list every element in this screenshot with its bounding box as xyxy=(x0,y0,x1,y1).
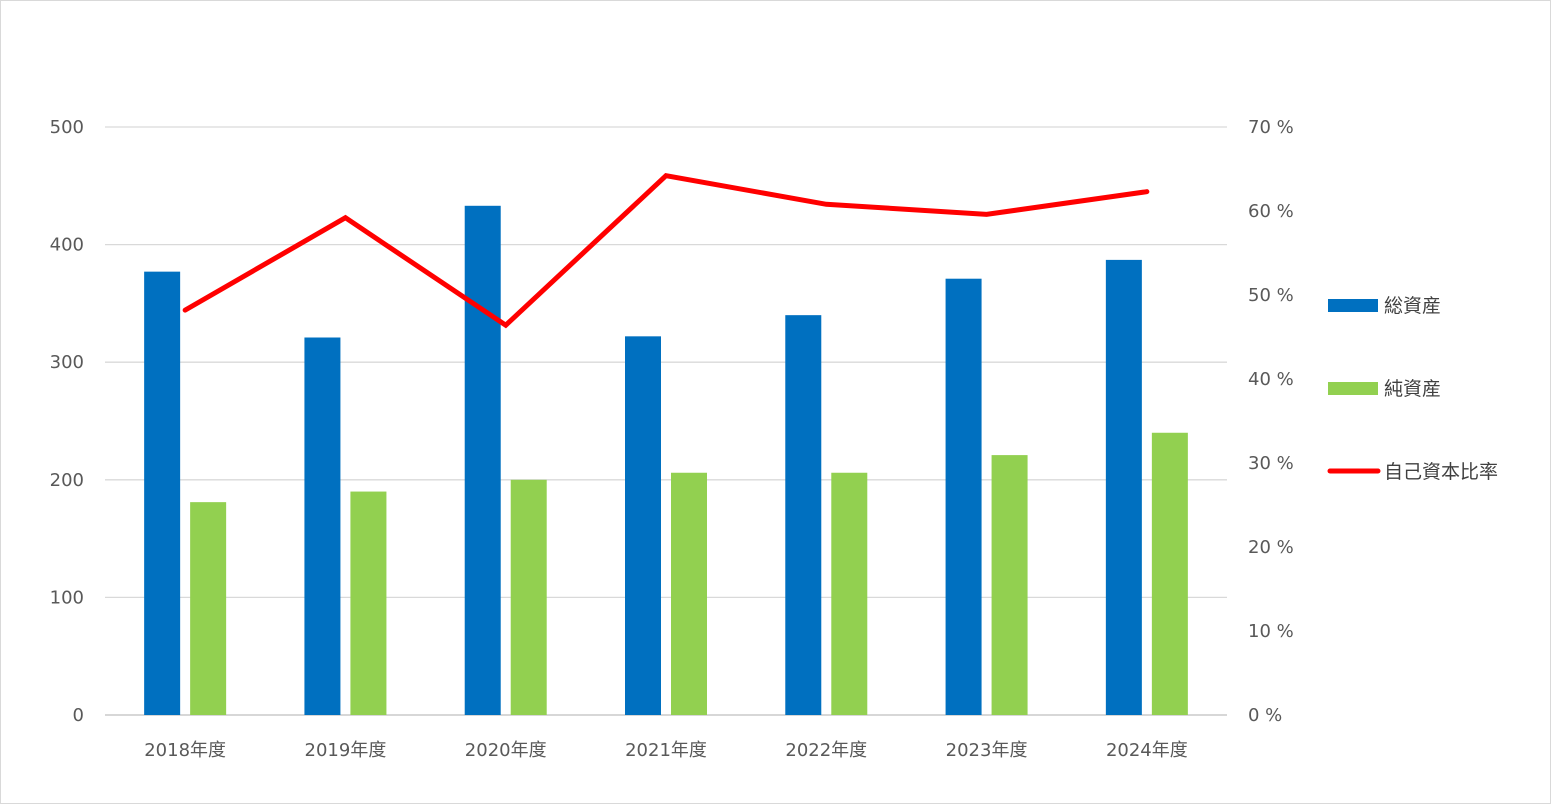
y-left-tick-label: 100 xyxy=(50,587,84,608)
x-tick-label: 2021年度 xyxy=(625,740,707,761)
legend-label: 総資産 xyxy=(1384,295,1441,317)
y-right-tick-label: 40 % xyxy=(1248,369,1294,390)
bar xyxy=(991,455,1028,715)
y-right-tick-label: 10 % xyxy=(1248,621,1294,642)
x-tick-label: 2024年度 xyxy=(1106,740,1188,761)
bar xyxy=(144,271,181,715)
y-left-tick-label: 0 xyxy=(73,705,84,726)
bar xyxy=(945,278,982,715)
bar xyxy=(510,479,547,715)
y-right-tick-label: 70 % xyxy=(1248,117,1294,138)
y-right-tick-label: 20 % xyxy=(1248,537,1294,558)
bar xyxy=(831,472,868,715)
legend-label: 純資産 xyxy=(1384,378,1441,400)
y-right-tick-label: 0 % xyxy=(1248,705,1282,726)
x-tick-label: 2023年度 xyxy=(946,740,1028,761)
legend-swatch xyxy=(1328,382,1378,395)
y-right-tick-label: 30 % xyxy=(1248,453,1294,474)
y-left-tick-label: 400 xyxy=(50,235,84,256)
y-right-tick-label: 60 % xyxy=(1248,201,1294,222)
y-left-tick-label: 500 xyxy=(50,117,84,138)
legend-swatch xyxy=(1328,299,1378,312)
bar xyxy=(464,205,501,716)
legend-label: 自己資本比率 xyxy=(1384,461,1498,483)
y-right-tick-label: 50 % xyxy=(1248,285,1294,306)
bar xyxy=(304,337,341,715)
x-tick-label: 2020年度 xyxy=(465,740,547,761)
bar xyxy=(785,315,822,715)
x-tick-label: 2019年度 xyxy=(305,740,387,761)
bar xyxy=(671,472,707,715)
y-left-tick-label: 300 xyxy=(50,352,84,373)
bar xyxy=(350,491,387,715)
x-tick-label: 2018年度 xyxy=(144,740,226,761)
y-left-tick-label: 200 xyxy=(50,470,84,491)
bar xyxy=(1105,259,1142,715)
line-series xyxy=(182,173,1150,329)
bar xyxy=(1151,432,1188,715)
bar xyxy=(625,336,661,715)
x-tick-label: 2022年度 xyxy=(785,740,867,761)
bar xyxy=(190,502,227,715)
